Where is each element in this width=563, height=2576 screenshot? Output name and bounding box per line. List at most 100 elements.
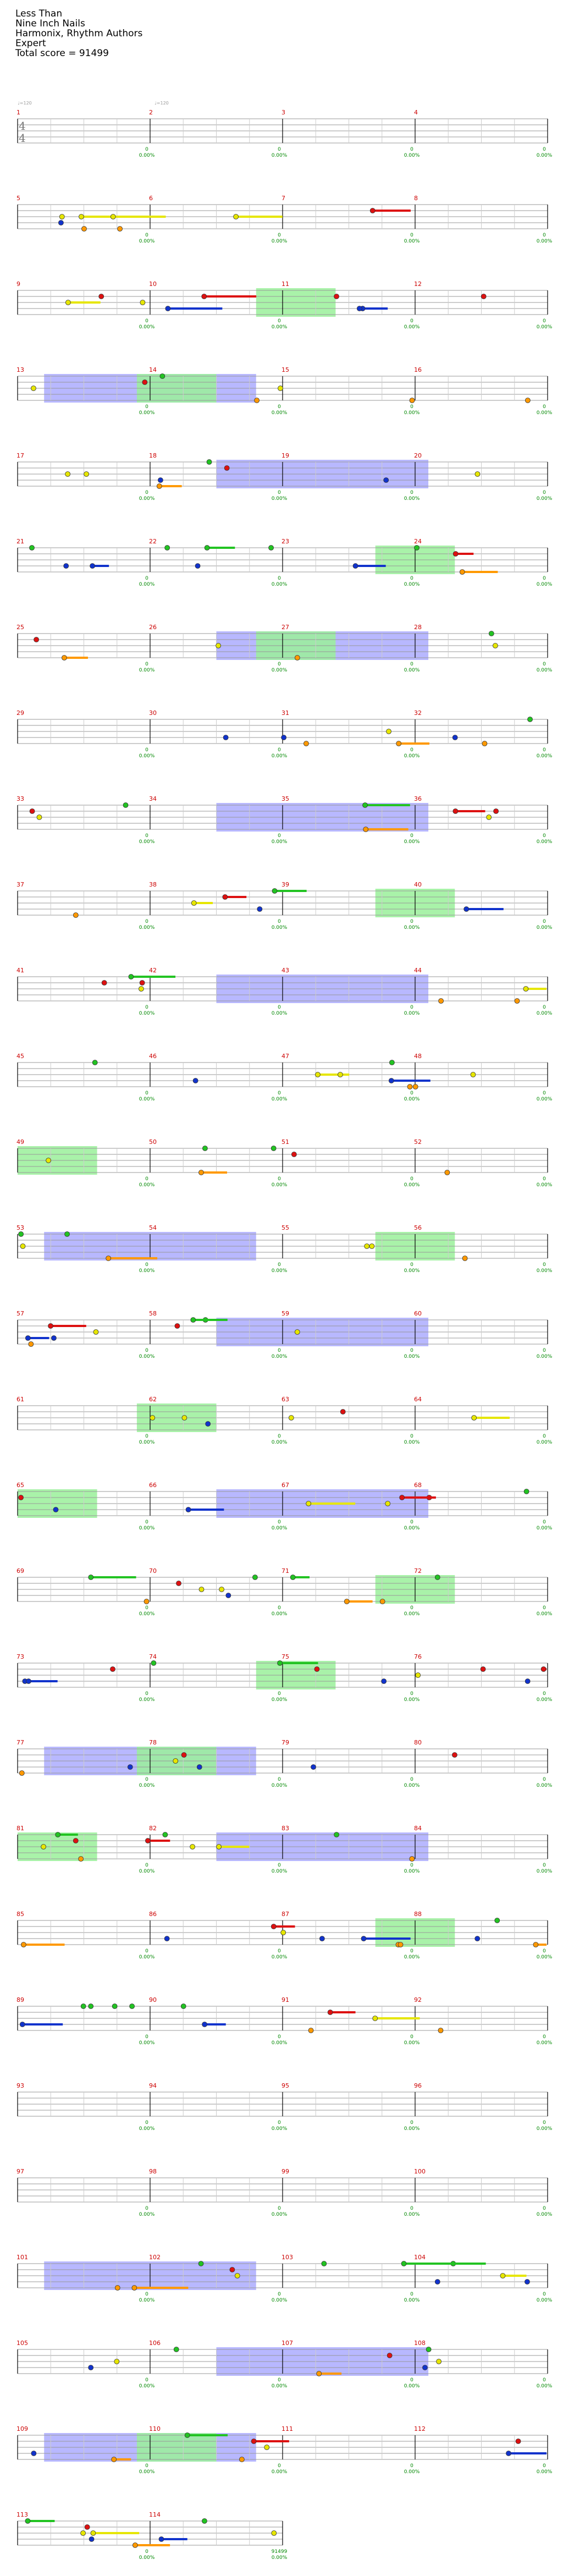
measure-score: 0 <box>543 1176 546 1182</box>
note-gem <box>369 1243 375 1249</box>
note-gem <box>181 1752 187 1758</box>
measure-percent: 0.00% <box>537 1354 553 1359</box>
note-gem <box>239 2457 245 2462</box>
measure-percent: 0.00% <box>139 1097 155 1102</box>
note-gem <box>251 2439 257 2444</box>
note-gem <box>51 1335 57 1341</box>
measure-score: 0 <box>543 1348 546 1353</box>
measure-score: 0 <box>278 1262 281 1268</box>
measure-number: 98 <box>149 2168 157 2175</box>
measure-number: 51 <box>282 1138 289 1146</box>
note-gem <box>181 1415 187 1421</box>
measure-number: 25 <box>16 624 24 631</box>
measure-score: 0 <box>410 833 413 839</box>
note-gem <box>225 1593 231 1598</box>
measure-percent: 0.00% <box>404 668 420 673</box>
note-gem <box>114 2359 120 2364</box>
note-gem <box>399 1495 405 1500</box>
measure-score: 0 <box>410 1948 413 1954</box>
measure-percent: 0.00% <box>404 582 420 587</box>
measure-number: 3 <box>282 109 285 116</box>
measure-score: 0 <box>410 1434 413 1439</box>
note-gem <box>92 1060 98 1065</box>
measure-score: 0 <box>543 2377 546 2383</box>
measure-number: 110 <box>149 2425 161 2432</box>
note-gem <box>462 1256 468 1261</box>
note-gem <box>383 477 389 483</box>
note-gem <box>198 2261 204 2266</box>
measure-score: 0 <box>145 1434 148 1439</box>
measure-number: 75 <box>282 1653 289 1660</box>
measure-percent: 0.00% <box>272 1440 288 1445</box>
measure-percent: 0.00% <box>404 1869 420 1874</box>
note-gem <box>20 1243 26 1249</box>
note-gem <box>271 1146 277 1151</box>
note-gem <box>415 1672 421 1678</box>
measure-number: 7 <box>282 195 285 202</box>
measure-number: 82 <box>149 1825 157 1832</box>
note-gem <box>90 2530 96 2536</box>
note-gem <box>185 1507 191 1512</box>
measure-number: 79 <box>282 1739 289 1746</box>
measure-number: 72 <box>414 1567 422 1575</box>
measure-number: 37 <box>16 881 24 888</box>
measure-percent: 0.00% <box>139 496 155 502</box>
note-gem <box>381 1678 387 1684</box>
measure-score: 0 <box>145 576 148 581</box>
measure-score: 0 <box>145 2377 148 2383</box>
note-gem <box>201 294 207 299</box>
measure-score: 0 <box>145 2292 148 2297</box>
measure-score: 0 <box>145 1091 148 1096</box>
measure-percent: 0.00% <box>537 1268 553 1274</box>
note-gem <box>216 1844 222 1850</box>
measure-percent: 0.00% <box>537 2469 553 2475</box>
note-gem <box>150 1415 156 1421</box>
measure-score: 0 <box>543 1091 546 1096</box>
measure-score: 0 <box>145 1520 148 1525</box>
note-gem <box>340 1409 346 1414</box>
measure-percent: 0.00% <box>139 1697 155 1703</box>
measure-number: 96 <box>414 2082 422 2089</box>
note-gem <box>93 1329 99 1335</box>
measure-score: 0 <box>278 1605 281 1611</box>
measure-score: 0 <box>278 1863 281 1868</box>
chart-row: 105 0 0.00% 106 0 0.00% 107 0 0.00% 108 0 0.00% <box>0 2319 563 2401</box>
measure-percent: 0.00% <box>404 239 420 244</box>
measure-percent: 0.00% <box>139 582 155 587</box>
measure-number: 95 <box>282 2082 289 2089</box>
measure-score: 0 <box>145 1176 148 1182</box>
measure-number: 49 <box>16 1138 24 1146</box>
measure-percent: 0.00% <box>537 1182 553 1188</box>
measure-score: 0 <box>145 1863 148 1868</box>
note-gem <box>316 2371 322 2376</box>
measure-number: 57 <box>16 1310 24 1317</box>
note-gem <box>480 1666 486 1672</box>
note-gem <box>132 2542 138 2548</box>
measure-score: 0 <box>278 404 281 410</box>
measure-score: 0 <box>278 1777 281 1782</box>
chart-row: 49 0 0.00% 50 0 0.00% 51 0 0.00% 52 0 0.00% <box>0 1118 563 1200</box>
measure-percent: 0.00% <box>139 2469 155 2475</box>
measure-number: 24 <box>414 538 422 545</box>
tempo-marker: ♩=120 <box>154 101 169 106</box>
note-gem <box>514 998 520 1004</box>
measure-number: 5 <box>16 195 20 202</box>
measure-number: 35 <box>282 795 289 802</box>
note-gem <box>254 398 260 403</box>
measure-score: 0 <box>278 318 281 324</box>
measure-number: 114 <box>149 2511 161 2518</box>
note-gem <box>18 1231 24 1237</box>
note-gem <box>303 741 309 746</box>
measure-score: 0 <box>410 1176 413 1182</box>
measure-percent: 0.00% <box>537 1697 553 1703</box>
measure-number: 33 <box>16 795 24 802</box>
note-gem <box>463 906 470 912</box>
chart-row: 1 0 0.00% 2 0 0.00% 3 0 0.00% 4 0 0.00% 4 4 ♩=120 ♩=120 <box>0 88 563 170</box>
note-gem <box>334 1832 339 1837</box>
measure-percent: 0.00% <box>404 1440 420 1445</box>
note-gem <box>48 1323 53 1329</box>
note-gem <box>379 1599 385 1604</box>
